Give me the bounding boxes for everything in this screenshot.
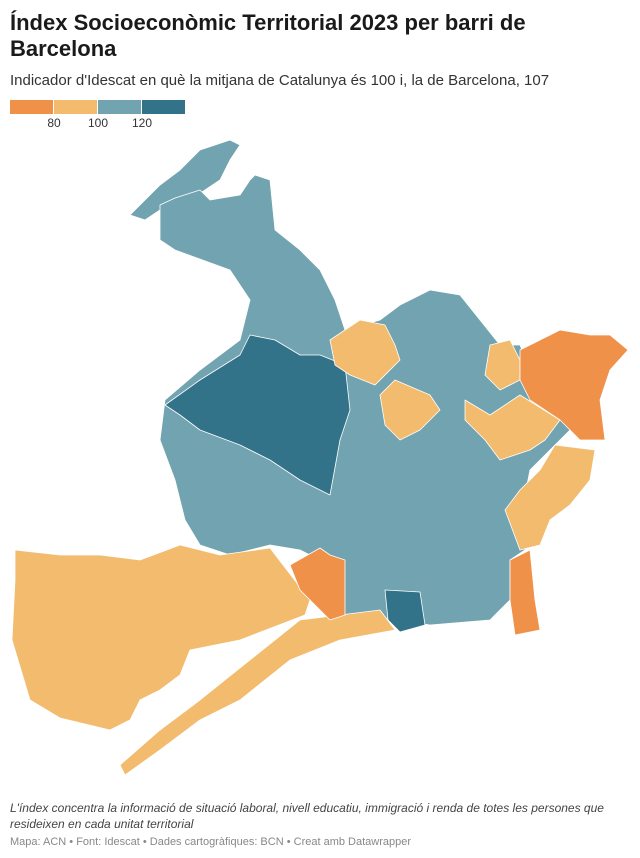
neighbourhoods-80-100: [11, 319, 596, 776]
barcelona-choropleth-map: [11, 139, 629, 776]
legend-swatch-above-120: [142, 100, 185, 114]
chart-title: Índex Socioeconòmic Territorial 2023 per…: [10, 10, 526, 61]
chart-subtitle: Indicador d'Idescat en què la mitjana de…: [10, 72, 550, 89]
neighbourhood[interactable]: [384, 589, 426, 633]
chart-credits: Mapa: ACN • Font: Idescat • Dades cartog…: [10, 836, 412, 848]
legend-swatch-80-100: [54, 100, 97, 114]
neighbourhood[interactable]: [129, 139, 241, 221]
legend-tick: 120: [131, 116, 153, 130]
legend-tick: 100: [87, 116, 109, 130]
neighbourhoods-below-80: [289, 329, 629, 636]
neighbourhood[interactable]: [11, 544, 311, 731]
neighbourhood[interactable]: [329, 319, 401, 386]
neighbourhood[interactable]: [504, 444, 596, 551]
neighbourhood[interactable]: [519, 329, 629, 441]
neighbourhood[interactable]: [289, 547, 346, 621]
neighbourhood[interactable]: [379, 379, 441, 441]
neighbourhood[interactable]: [164, 334, 351, 496]
neighbourhood[interactable]: [509, 549, 541, 636]
color-legend: 80 100 120: [10, 100, 186, 130]
legend-tick: 80: [47, 116, 61, 130]
neighbourhood[interactable]: [119, 609, 396, 776]
neighbourhoods-above-120: [164, 334, 426, 633]
chart-note: L'índex concentra la informació de situa…: [10, 801, 604, 831]
legend-swatch-below-80: [10, 100, 53, 114]
neighbourhood[interactable]: [464, 394, 561, 461]
legend-swatch-100-120: [98, 100, 141, 114]
